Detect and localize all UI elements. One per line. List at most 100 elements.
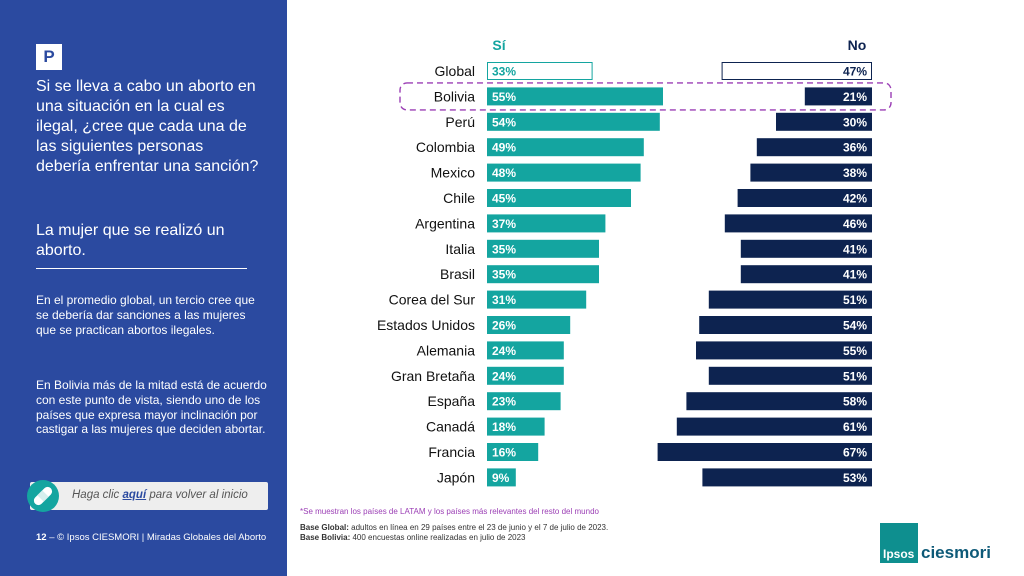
page-number: 12 — [36, 532, 47, 543]
bar-si-mexico — [487, 163, 641, 182]
value-label-si-canad-: 18% — [492, 420, 516, 434]
bar-si-canad- — [487, 417, 545, 436]
value-label-no-colombia: 36% — [843, 141, 867, 155]
value-label-no-chile: 42% — [843, 192, 867, 206]
bar-no-canad- — [676, 417, 872, 436]
category-label-alemania: Alemania — [417, 342, 476, 358]
value-label-no-alemania: 55% — [843, 344, 867, 358]
category-label-jap-n: Japón — [437, 469, 475, 485]
sidebar-divider — [36, 268, 247, 269]
insight-global: En el promedio global, un tercio cree qu… — [36, 293, 255, 337]
back-link-text: Haga clic aquí para volver al inicio — [72, 489, 248, 501]
value-label-si-global: 33% — [492, 65, 516, 79]
bar-no-bolivia — [804, 87, 872, 106]
category-label-per-: Perú — [445, 114, 475, 130]
category-label-francia: Francia — [428, 444, 475, 460]
category-label-global: Global — [435, 63, 475, 79]
bar-no-global — [721, 62, 872, 80]
page-footer: 12 – © Ipsos CIESMORI | Miradas Globales… — [36, 532, 266, 543]
value-label-no-jap-n: 53% — [843, 471, 867, 485]
base-global-text: adultos en línea en 29 países entre el 2… — [348, 523, 609, 532]
value-label-no-corea-del-sur: 51% — [843, 293, 867, 307]
bar-no-per- — [776, 112, 872, 131]
bar-no-gran-breta-a — [708, 366, 872, 385]
category-label-estados-unidos: Estados Unidos — [377, 317, 475, 333]
value-label-no-italia: 41% — [843, 242, 867, 256]
value-label-si-mexico: 48% — [492, 166, 516, 180]
category-label-bolivia: Bolivia — [434, 88, 475, 104]
value-label-si-argentina: 37% — [492, 217, 516, 231]
category-label-mexico: Mexico — [431, 165, 476, 181]
value-label-no-mexico: 38% — [843, 166, 867, 180]
value-label-si-espa-a: 23% — [492, 395, 516, 409]
category-label-corea-del-sur: Corea del Sur — [389, 292, 476, 308]
sidebar: P Si se lleva a cabo un aborto en una si… — [0, 0, 287, 576]
bar-si-francia — [487, 443, 539, 461]
bar-no-chile — [737, 189, 872, 207]
value-label-si-chile: 45% — [492, 192, 516, 206]
band-aid-icon — [27, 480, 59, 512]
bar-no-alemania — [696, 341, 872, 360]
bar-si-colombia — [487, 138, 644, 157]
value-label-no-bolivia: 21% — [843, 90, 867, 104]
value-label-si-francia: 16% — [492, 446, 516, 460]
ipsos-logo-text: Ipsos — [883, 547, 915, 561]
category-label-argentina: Argentina — [415, 215, 475, 231]
value-label-si-colombia: 49% — [492, 141, 516, 155]
value-label-si-brasil: 35% — [492, 268, 516, 282]
bar-no-francia — [657, 443, 872, 461]
bar-no-mexico — [750, 163, 872, 182]
value-label-no-global: 47% — [843, 65, 867, 79]
base-bolivia-text: 400 encuestas online realizadas en julio… — [350, 533, 526, 542]
base-global-note: Base Global: adultos en línea en 29 país… — [300, 523, 608, 532]
bar-no-italia — [740, 239, 872, 258]
category-label-italia: Italia — [445, 241, 475, 257]
ipsos-logo-box: Ipsos — [880, 523, 918, 563]
value-label-no-estados-unidos: 54% — [843, 319, 867, 333]
bar-si-per- — [487, 112, 660, 131]
base-bolivia-note: Base Bolivia: 400 encuestas online reali… — [300, 533, 526, 542]
bar-si-corea-del-sur — [487, 290, 587, 309]
bar-si-italia — [487, 239, 599, 258]
bar-no-colombia — [756, 138, 872, 157]
footer-copyright: – © Ipsos CIESMORI | Miradas Globales de… — [46, 532, 267, 543]
bar-si-jap-n — [487, 468, 516, 487]
value-label-no-espa-a: 58% — [843, 395, 867, 409]
value-label-si-jap-n: 9% — [492, 471, 510, 485]
bar-no-estados-unidos — [699, 316, 872, 334]
bar-si-brasil — [487, 265, 599, 284]
value-label-no-argentina: 46% — [843, 217, 867, 231]
bar-si-global — [487, 62, 593, 80]
question-text: Si se lleva a cabo un aborto en una situ… — [36, 78, 259, 175]
category-label-colombia: Colombia — [416, 139, 475, 155]
highlight-box — [399, 82, 892, 111]
bar-si-alemania — [487, 341, 564, 360]
bar-no-corea-del-sur — [708, 290, 872, 309]
ciesmori-wordmark: ciesmori — [921, 543, 991, 562]
back-to-start-button[interactable]: Haga clic aquí para volver al inicio — [27, 480, 268, 512]
back-link[interactable]: aquí — [122, 489, 147, 501]
legend-no: No — [848, 37, 867, 53]
question-badge: P — [36, 44, 62, 70]
back-prefix: Haga clic — [72, 489, 123, 501]
bar-chart: Sí No Global 33% 47% Bolivia 55% 21% Perú 54% 30% C… — [377, 37, 892, 487]
category-label-espa-a: España — [428, 393, 476, 409]
back-suffix: para volver al inicio — [146, 489, 248, 501]
value-label-si-italia: 35% — [492, 242, 516, 256]
value-label-si-per-: 54% — [492, 115, 516, 129]
value-label-si-gran-breta-a: 24% — [492, 369, 516, 383]
legend-si: Sí — [492, 37, 506, 53]
base-global-label: Base Global: — [300, 523, 349, 532]
bar-si-estados-unidos — [487, 316, 571, 334]
bar-si-bolivia — [487, 87, 663, 106]
base-bolivia-label: Base Bolivia: — [300, 533, 351, 542]
bar-si-argentina — [487, 214, 606, 233]
value-label-si-bolivia: 55% — [492, 90, 516, 104]
chart-footnote: *Se muestran los países de LATAM y los p… — [300, 507, 599, 516]
category-label-canad-: Canadá — [426, 419, 475, 435]
bar-no-argentina — [724, 214, 872, 233]
subquestion-text: La mujer que se realizó un aborto. — [36, 222, 225, 259]
insight-bolivia: En Bolivia más de la mitad está de acuer… — [36, 378, 267, 437]
value-label-no-canad-: 61% — [843, 420, 867, 434]
value-label-si-corea-del-sur: 31% — [492, 293, 516, 307]
